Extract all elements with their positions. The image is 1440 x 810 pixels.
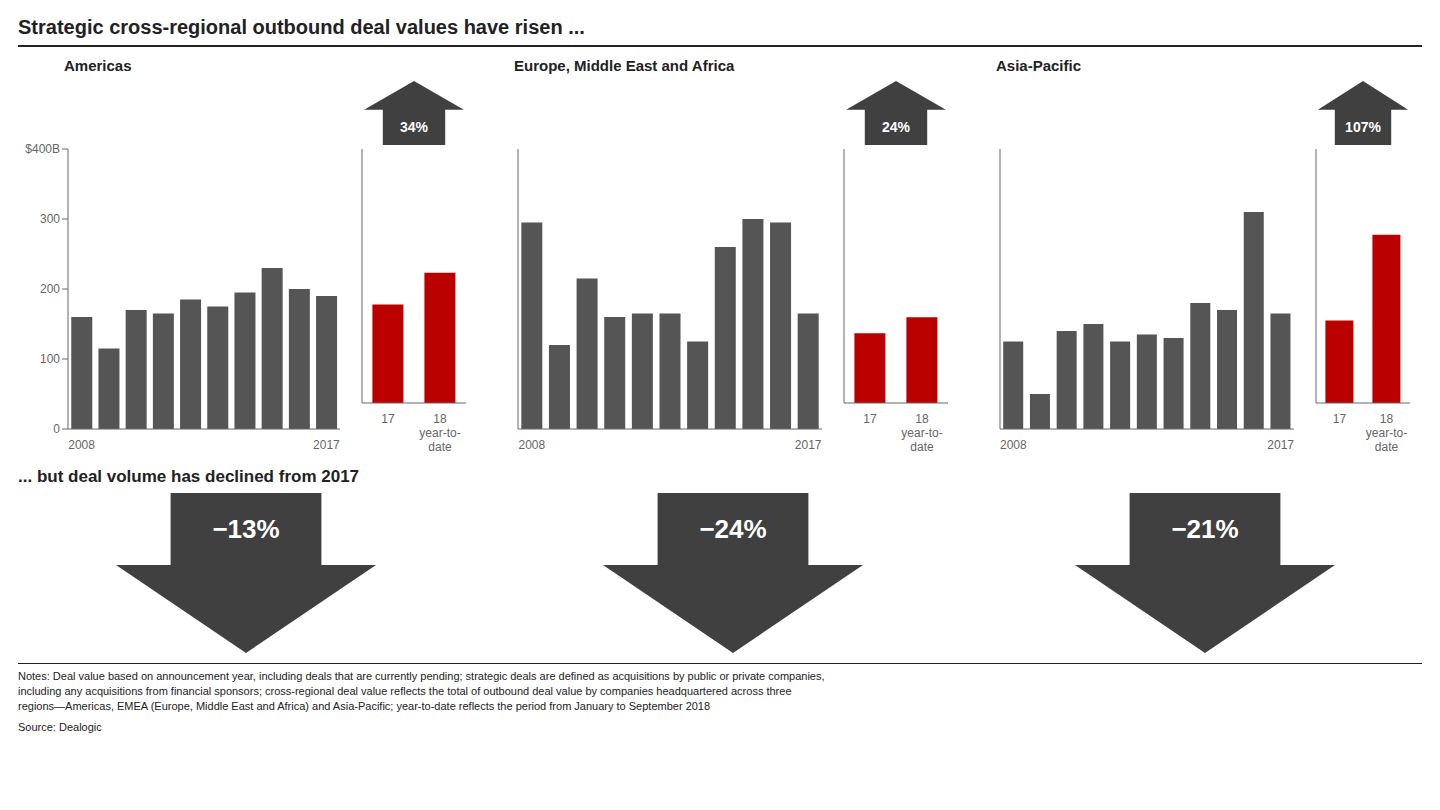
html-text:... but deal volume has declin: ... but deal volume has declined from 20… [18,467,359,486]
svg-text:2008: 2008 [1000,438,1027,452]
svg-text:107%: 107% [1345,119,1381,135]
html-text:Notes: Deal value based on ann: Notes: Deal value based on announcement … [18,670,825,712]
svg-text:24%: 24% [882,119,911,135]
svg-text:0: 0 [53,422,60,436]
svg-text:100: 100 [40,352,60,366]
html-text:Source: Dealogic: Source: Dealogic [18,721,102,733]
svg-text:−24%: −24% [699,514,766,544]
svg-text:300: 300 [40,212,60,226]
svg-text:18year-to-date: 18year-to-date [1366,412,1407,454]
svg-text:−13%: −13% [212,514,279,544]
svg-text:−21%: −21% [1171,514,1238,544]
svg-text:18year-to-date: 18year-to-date [901,412,942,454]
html-text:Asia-Pacific: Asia-Pacific [996,57,1081,74]
svg-text:$400B: $400B [25,142,60,156]
svg-text:2017: 2017 [313,438,340,452]
svg-text:2008: 2008 [518,438,545,452]
svg-text:200: 200 [40,282,60,296]
html-text:Strategic cross-regional outbo: Strategic cross-regional outbound deal v… [18,16,585,38]
svg-text:2008: 2008 [68,438,95,452]
svg-text:17: 17 [381,412,395,426]
html-text:Americas: Americas [64,57,132,74]
svg-text:17: 17 [1333,412,1347,426]
svg-text:17: 17 [863,412,877,426]
svg-text:2017: 2017 [1267,438,1294,452]
svg-text:18year-to-date: 18year-to-date [419,412,460,454]
svg-text:2017: 2017 [795,438,822,452]
html-text:Europe, Middle East and Africa: Europe, Middle East and Africa [514,57,735,74]
svg-text:34%: 34% [400,119,429,135]
